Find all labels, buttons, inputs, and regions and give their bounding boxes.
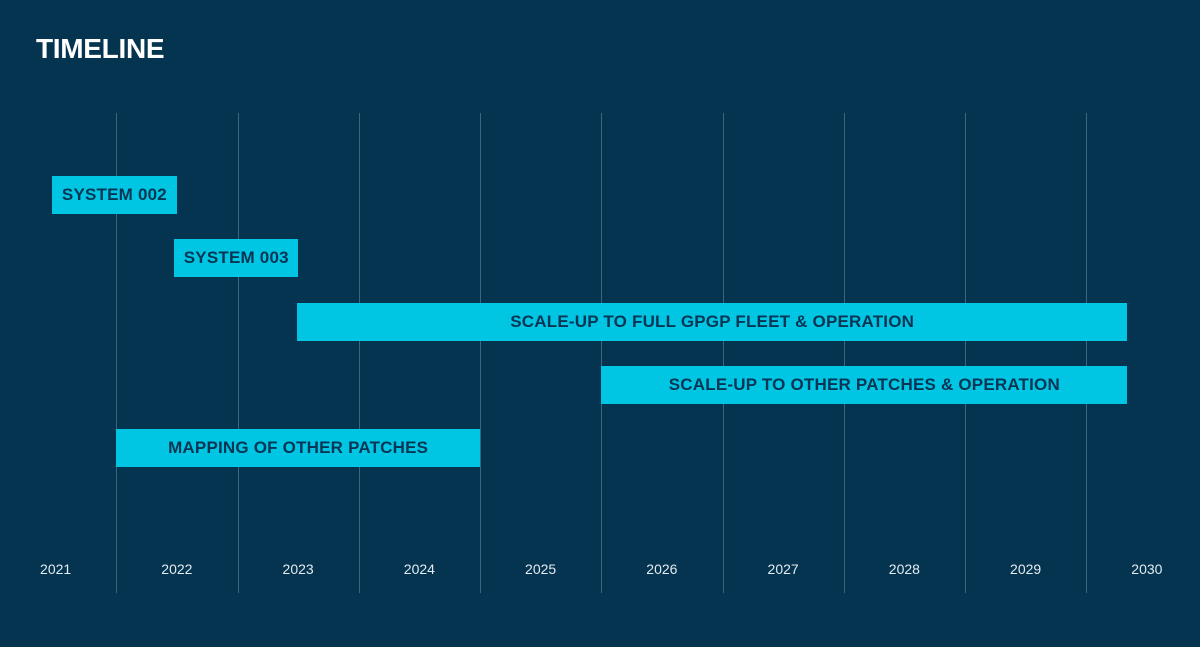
- axis-label-2029: 2029: [1010, 561, 1042, 577]
- page-title: TIMELINE: [36, 33, 165, 64]
- axis-label-2027: 2027: [767, 561, 799, 577]
- year-gridline-2027: [722, 113, 724, 593]
- gantt-bar-scale-up-to-full-gpgp-fleet-operation: SCALE-UP TO FULL GPGP FLEET & OPERATION: [296, 302, 1128, 341]
- gantt-bar-label: SYSTEM 003: [183, 248, 289, 268]
- axis-label-2028: 2028: [888, 561, 920, 577]
- gantt-bar-scale-up-to-other-patches-operation: SCALE-UP TO OTHER PATCHES & OPERATION: [601, 365, 1128, 404]
- year-gridline-2028: [843, 113, 845, 593]
- year-gridline-2022: [116, 113, 118, 593]
- year-gridline-2029: [965, 113, 966, 593]
- axis-label-2030: 2030: [1131, 561, 1163, 577]
- year-gridline-2026: [601, 113, 603, 593]
- year-gridline-2024: [358, 113, 360, 593]
- gantt-bar-mapping-of-other-patches: MAPPING OF OTHER PATCHES: [116, 429, 480, 467]
- axis-label-2026: 2026: [646, 561, 678, 577]
- year-gridline-2023: [237, 113, 239, 593]
- axis-label-2025: 2025: [525, 561, 557, 577]
- axis-label-2022: 2022: [161, 561, 193, 577]
- gantt-bar-label: MAPPING OF OTHER PATCHES: [168, 438, 429, 457]
- axis-label-2023: 2023: [282, 561, 314, 577]
- gantt-bar-label: SCALE-UP TO OTHER PATCHES & OPERATION: [668, 374, 1060, 394]
- gantt-bar-system-002: SYSTEM 002: [51, 176, 177, 214]
- gantt-bar-label: SCALE-UP TO FULL GPGP FLEET & OPERATION: [510, 311, 915, 331]
- axis-label-2021: 2021: [40, 561, 72, 577]
- year-gridline-2030: [1086, 113, 1088, 593]
- axis-label-2024: 2024: [403, 561, 435, 577]
- gantt-bar-system-003: SYSTEM 003: [174, 239, 299, 278]
- year-gridline-2025: [480, 113, 481, 593]
- gantt-bar-label: SYSTEM 002: [61, 185, 167, 204]
